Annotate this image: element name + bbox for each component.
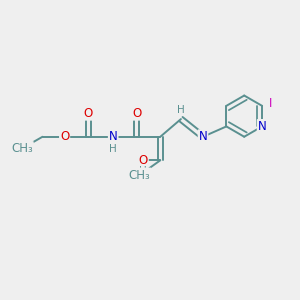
- Text: N: N: [199, 130, 207, 143]
- Text: O: O: [132, 107, 141, 120]
- Text: N: N: [258, 120, 266, 133]
- Text: H: H: [109, 144, 117, 154]
- Text: H: H: [140, 166, 147, 176]
- Text: CH₃: CH₃: [129, 169, 151, 182]
- Text: I: I: [268, 97, 272, 110]
- Text: CH₃: CH₃: [11, 142, 33, 155]
- Text: O: O: [139, 154, 148, 167]
- Text: N: N: [109, 130, 118, 143]
- Text: O: O: [60, 130, 69, 143]
- Text: O: O: [83, 107, 93, 120]
- Text: H: H: [177, 105, 185, 115]
